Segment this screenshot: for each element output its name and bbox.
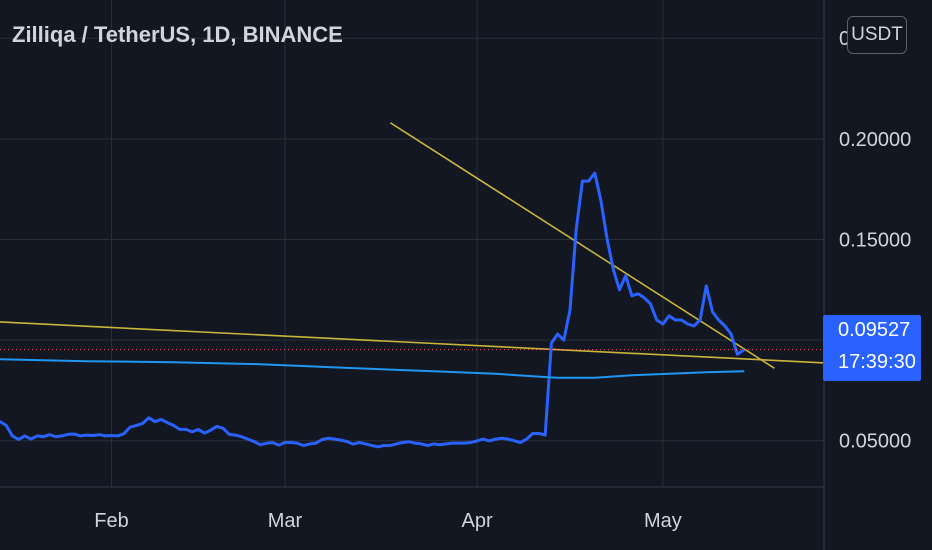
x-tick-label: Feb: [94, 510, 128, 532]
y-tick-label: 0.05000: [839, 431, 911, 453]
x-axis: Feb Mar Apr May: [94, 510, 682, 532]
y-tick-label: 0.15000: [839, 229, 911, 251]
x-tick-label: Mar: [268, 510, 303, 532]
trendlines: [0, 122, 893, 369]
moving-average-line[interactable]: [0, 358, 745, 379]
symbol-title: Zilliqa / TetherUS, 1D, BINANCE: [12, 22, 343, 47]
trendline[interactable]: [0, 318, 893, 368]
x-tick-label: May: [644, 510, 682, 532]
y-tick-label: 0.20000: [839, 129, 911, 151]
y-tick-label: 0: [839, 28, 850, 50]
current-price-label: 0.09527: [838, 319, 911, 341]
series-lines: [0, 171, 745, 449]
current-price-tag: 0.09527 17:39:30: [823, 315, 921, 381]
x-tick-label: Apr: [461, 510, 492, 532]
bar-countdown-label: 17:39:30: [838, 351, 916, 373]
grid-lines: [0, 0, 825, 550]
trendline[interactable]: [389, 122, 775, 369]
price-line[interactable]: [0, 171, 745, 449]
y-axis: 0.05000 0.15000 0.20000 0: [839, 28, 911, 452]
currency-button[interactable]: USDT: [847, 16, 907, 54]
